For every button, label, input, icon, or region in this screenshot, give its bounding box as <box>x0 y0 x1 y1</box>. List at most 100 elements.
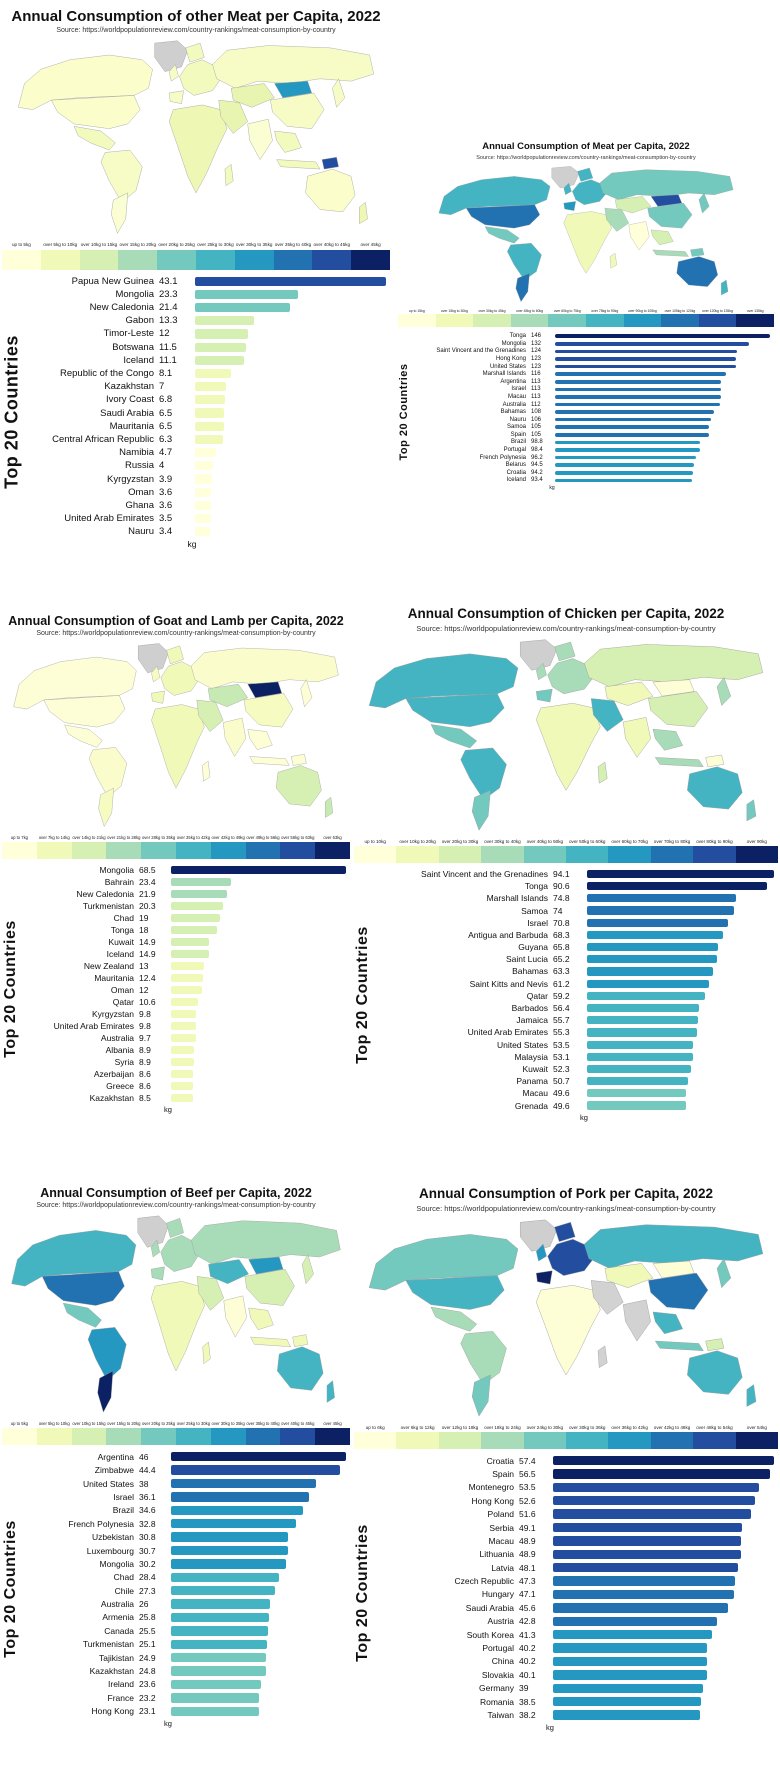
bar-track <box>553 1629 778 1640</box>
map-region-madagascar <box>202 761 211 782</box>
country-value: 3.5 <box>159 513 173 525</box>
legend-color-swatch <box>118 249 158 270</box>
legend-bin: over 30kg to 35kg <box>234 242 274 270</box>
bar-track <box>171 890 350 899</box>
country-label: Barbados <box>511 1003 548 1014</box>
legend-bin: over 42kg to 48kg <box>650 1425 694 1449</box>
country-label: United Arab Emirates <box>53 1021 134 1032</box>
country-value: 3.4 <box>159 526 173 538</box>
value-bar <box>171 878 231 887</box>
map-region-central-asia <box>604 681 654 706</box>
bar-row: Marshall Islands 116 <box>398 370 774 378</box>
map-region-australia <box>277 1346 324 1391</box>
legend-color-swatch <box>735 1431 779 1449</box>
legend-bin: over 40kg to 50kg <box>523 839 567 863</box>
chart-panel-chicken: Annual Consumption of Chicken per Capita… <box>354 606 779 1122</box>
bar-track <box>171 1639 350 1649</box>
bar-row: Bahrain 23.4 <box>2 876 350 888</box>
bar-rows: Papua New Guinea 43.1 Mongolia 23.3 New Cale… <box>2 275 390 539</box>
country-label: Australia <box>502 401 526 408</box>
bar-row: Greece 8.6 <box>2 1080 350 1092</box>
bar-row: Chile 27.3 <box>2 1584 350 1597</box>
legend-label: over 50kg to 60kg <box>568 838 606 844</box>
bar-row: Armenia 25.8 <box>2 1611 350 1624</box>
country-label: Zimbabwe <box>94 1465 134 1476</box>
map-region-madagascar <box>597 1345 608 1368</box>
country-value: 3.9 <box>159 473 173 485</box>
bar-track <box>195 382 390 392</box>
value-bar <box>553 1469 771 1479</box>
map-region-japan <box>301 1254 314 1285</box>
legend-color-swatch <box>273 249 313 270</box>
country-value: 36.1 <box>139 1491 156 1502</box>
legend-color-swatch <box>245 842 281 860</box>
country-value: 108 <box>531 409 542 416</box>
map-region-japan <box>698 192 710 214</box>
value-bar <box>553 1670 708 1680</box>
country-value: 44.4 <box>139 1465 156 1476</box>
bar-row: Argentina 46 <box>2 1450 350 1463</box>
bar-row: Botswana 11.5 <box>2 341 390 354</box>
legend-color-swatch <box>2 1428 37 1446</box>
map-legend: up to 5kg over 5kg to 10kg over 10kg to 15… <box>2 242 390 270</box>
legend-label: over 30kg to 35kg <box>211 1421 245 1427</box>
country-value: 30.8 <box>139 1532 156 1543</box>
legend-color-swatch <box>566 845 609 863</box>
map-region-uk <box>168 64 179 82</box>
map-region-indonesia <box>250 1337 291 1348</box>
value-bar <box>587 1077 688 1086</box>
country-label: Gabon <box>125 315 154 327</box>
bar-row: Iceland 93.4 <box>398 477 774 485</box>
legend-bin: over 30kg to 40kg <box>481 839 524 863</box>
value-bar <box>171 1478 316 1489</box>
map-region-indonesia <box>276 159 321 170</box>
country-label: South Korea <box>466 1629 514 1640</box>
bar-chart: Top 20 Countries Papua New Guinea 43.1 Mon… <box>1 275 390 549</box>
value-bar <box>555 425 710 430</box>
legend-bin: over 7kg to 14kg <box>36 835 72 860</box>
legend-bin: over 20kg to 25kg <box>141 1421 176 1446</box>
map-region-greenland <box>154 40 188 73</box>
bar-row: Marshall Islands 74.8 <box>354 892 778 904</box>
bar-row: Hungary 47.1 <box>354 1588 778 1601</box>
country-value: 98.8 <box>531 439 543 446</box>
country-label: United States <box>489 363 526 370</box>
value-bar <box>587 1028 697 1037</box>
country-value: 38.2 <box>519 1709 536 1720</box>
country-value: 90.6 <box>553 881 570 892</box>
legend-label: over 25kg to 30kg <box>197 242 234 248</box>
country-value: 46 <box>139 1451 149 1462</box>
legend-bin: over 21kg to 28kg <box>106 835 142 860</box>
legend-bin: over 35kg to 40kg <box>273 242 313 270</box>
bar-track <box>171 1666 350 1676</box>
legend-bin: over 15kg to 20kg <box>118 242 158 270</box>
map-region-papua-new-guinea <box>321 157 339 170</box>
country-value: 57.4 <box>519 1455 536 1466</box>
bar-track <box>171 998 350 1007</box>
bar-row: United States 123 <box>398 363 774 371</box>
map-region-india <box>223 1295 247 1338</box>
bar-track <box>171 1046 350 1055</box>
bar-row: Taiwan 38.2 <box>354 1708 778 1721</box>
country-value: 55.3 <box>553 1027 570 1038</box>
legend-bin: up to 5kg <box>2 242 41 270</box>
value-bar <box>171 938 210 947</box>
country-value: 6.3 <box>159 433 173 445</box>
bar-track <box>553 1603 778 1613</box>
legend-label: over 12kg to 18kg <box>441 1424 479 1430</box>
country-label: Chad <box>113 1572 134 1583</box>
bar-row: Austria 42.8 <box>354 1615 778 1628</box>
value-bar <box>555 433 710 437</box>
legend-label: over 45kg <box>323 1421 342 1427</box>
bar-track <box>553 1576 778 1586</box>
legend-color-swatch <box>398 314 436 328</box>
value-bar <box>171 1639 267 1649</box>
value-bar <box>587 918 728 927</box>
value-bar <box>555 448 700 452</box>
country-label: Poland <box>487 1509 514 1520</box>
value-bar <box>195 289 299 299</box>
country-value: 68.5 <box>139 865 156 876</box>
world-map-svg <box>18 40 374 234</box>
bar-row: Croatia 57.4 <box>354 1454 778 1467</box>
legend-color-swatch <box>548 314 586 328</box>
